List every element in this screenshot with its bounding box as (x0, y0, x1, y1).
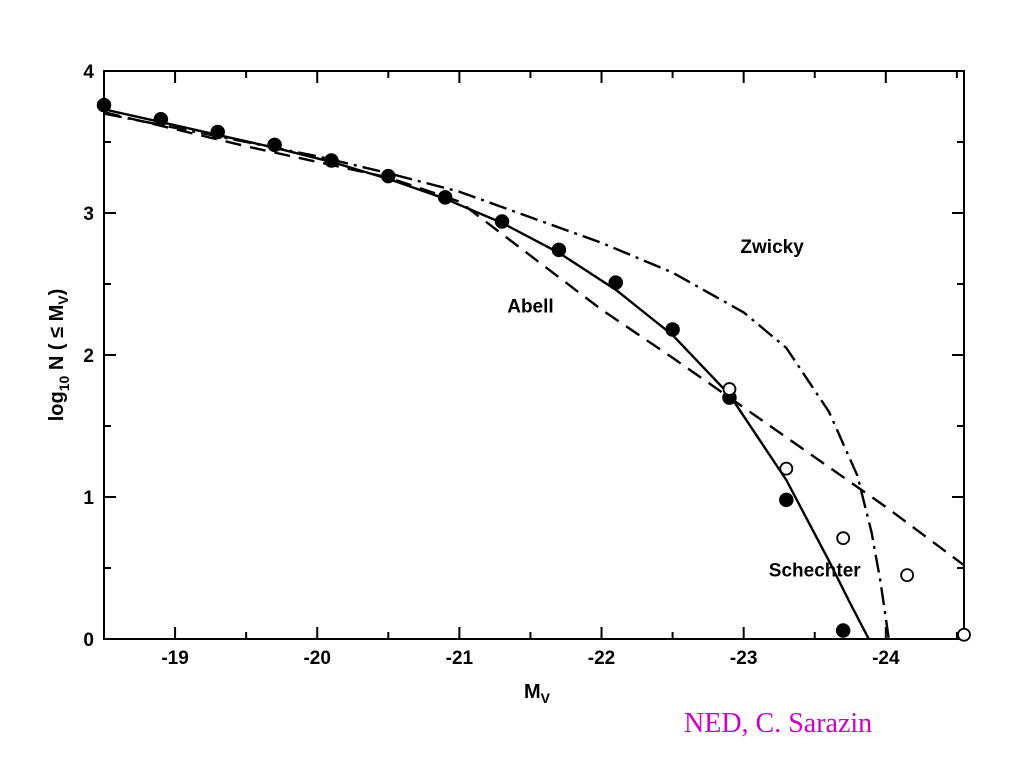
y-tick-label: 1 (83, 488, 94, 509)
plot-frame (103, 70, 965, 640)
y-tick-label: 2 (83, 346, 94, 367)
credit-label: NED, C. Sarazin (684, 708, 873, 739)
data-point-filled (779, 492, 794, 508)
data-point-filled (665, 322, 680, 337)
data-point-filled (835, 623, 851, 638)
ticks: -19 -20 -21 -22 -23 -24 0 1 2 3 4 (83, 62, 964, 669)
data-point-filled (551, 242, 567, 258)
x-tick-label: -19 (161, 648, 188, 669)
x-tick-label: -22 (588, 648, 615, 669)
curve-abell (103, 108, 870, 640)
data-point-open (722, 382, 737, 396)
y-tick-label: 0 (83, 630, 94, 651)
data-point-filled (437, 190, 453, 205)
curves (103, 108, 965, 640)
curve-label-abell: Abell (507, 296, 553, 317)
y-axis-title: log10 N ( ≤ MV) (46, 289, 72, 422)
y-tick-label: 3 (83, 204, 94, 225)
data-point-open (957, 627, 971, 642)
data-point-open (779, 461, 794, 476)
data-point-filled (381, 168, 396, 184)
data-points (96, 97, 971, 642)
y-tick-label: 4 (83, 62, 94, 83)
data-point-filled (608, 275, 623, 290)
x-tick-label: -21 (446, 648, 474, 669)
plot-border (103, 70, 965, 640)
curve-label-zwicky: Zwicky (740, 237, 804, 258)
data-point-filled (153, 112, 169, 127)
x-tick-label: -23 (730, 648, 757, 669)
x-tick-label: -24 (872, 648, 900, 669)
x-axis-title: MV (524, 681, 551, 706)
curve-annotations: Zwicky Abell Schechter (507, 237, 861, 582)
data-point-open (900, 568, 915, 582)
curve-schechter (103, 111, 965, 567)
data-point-filled (267, 137, 282, 153)
x-tick-label: -20 (303, 648, 330, 669)
curve-zwicky (103, 112, 890, 640)
data-point-filled (210, 124, 225, 140)
data-point-filled (494, 214, 510, 229)
data-point-filled (96, 97, 112, 113)
data-point-filled (324, 153, 339, 168)
curve-label-schechter: Schechter (769, 561, 861, 582)
data-point-open (836, 531, 851, 546)
